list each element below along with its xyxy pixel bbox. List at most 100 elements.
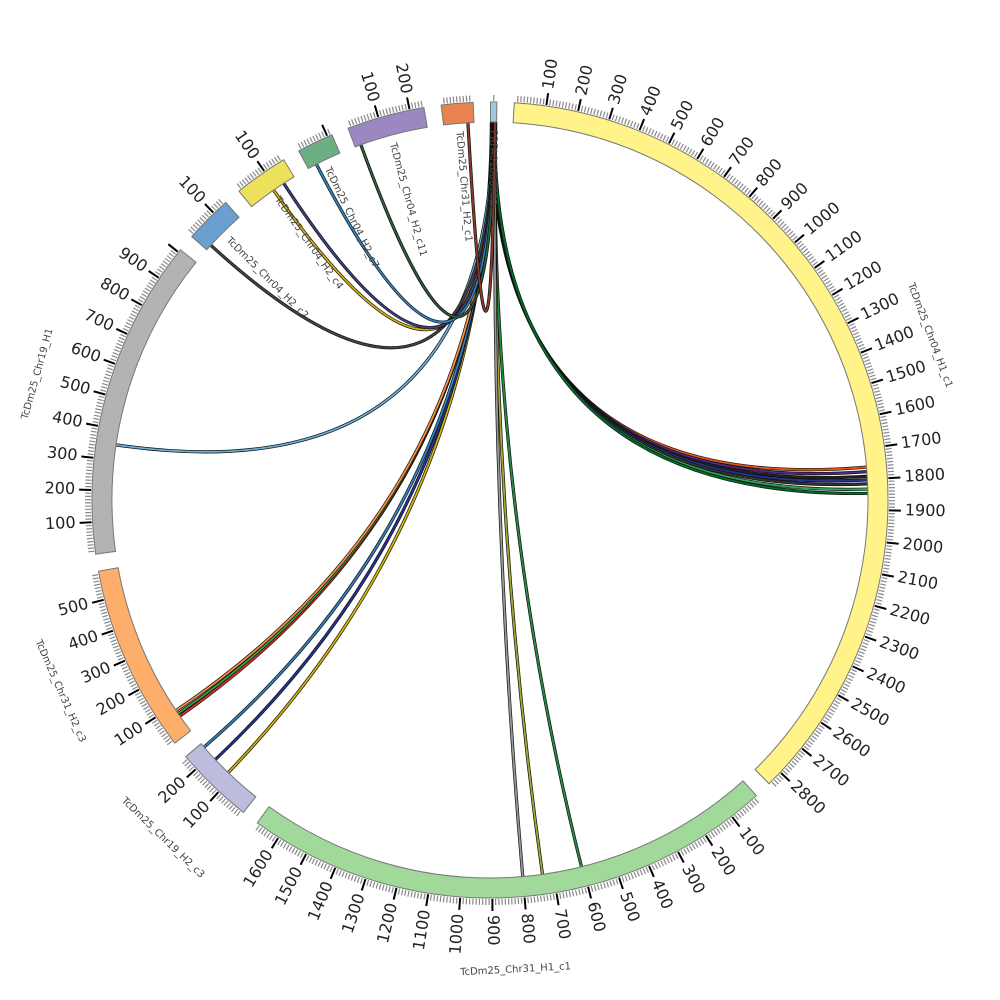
minor-tick — [886, 457, 893, 460]
minor-tick — [596, 884, 600, 891]
minor-tick — [718, 826, 724, 832]
minor-tick — [359, 877, 363, 884]
minor-tick — [385, 108, 389, 115]
minor-tick — [779, 221, 785, 227]
link-chord[interactable] — [493, 122, 583, 867]
minor-tick — [788, 230, 794, 236]
tick-label: 300 — [604, 72, 631, 107]
link-chord[interactable] — [493, 122, 524, 877]
minor-tick — [93, 583, 101, 586]
minor-tick — [660, 860, 664, 867]
minor-tick — [103, 617, 110, 621]
tick-label: 500 — [58, 372, 92, 398]
major-tick — [860, 347, 873, 354]
minor-tick — [146, 711, 153, 716]
minor-tick — [683, 848, 688, 855]
major-tick — [886, 541, 899, 545]
segment-tcdm25-chr04-h1-c1[interactable] — [512, 102, 889, 785]
link-chord[interactable] — [492, 122, 868, 486]
minor-tick — [881, 576, 888, 580]
minor-tick — [857, 653, 864, 658]
minor-tick — [561, 101, 565, 108]
minor-tick — [357, 116, 361, 124]
links-layer — [115, 121, 868, 877]
minor-tick — [90, 430, 97, 433]
tick-label: 300 — [78, 658, 114, 688]
minor-tick — [197, 775, 203, 781]
minor-tick — [103, 376, 110, 380]
segment-tcdm25-chr31-h2-c1[interactable] — [440, 101, 475, 126]
minor-tick — [93, 414, 100, 417]
minor-tick — [410, 891, 413, 898]
link-chord[interactable] — [115, 122, 495, 453]
major-tick — [256, 160, 266, 172]
minor-tick — [844, 314, 851, 319]
minor-tick — [291, 847, 296, 854]
minor-tick — [314, 859, 319, 866]
minor-tick — [861, 352, 868, 357]
minor-tick — [882, 425, 889, 428]
minor-tick — [382, 109, 385, 116]
segment-tcdm25-chr04-h2-c4[interactable] — [238, 158, 295, 208]
minor-tick — [388, 886, 391, 893]
minor-tick — [738, 183, 744, 189]
major-tick — [360, 878, 367, 891]
minor-tick — [347, 873, 351, 880]
minor-tick — [817, 727, 823, 732]
minor-tick — [877, 592, 884, 596]
segment-tcdm25-chr31-h2-c3[interactable] — [97, 567, 192, 744]
tick-label: 700 — [725, 133, 758, 169]
link-chord[interactable] — [466, 122, 496, 312]
segment-tcdm25-chr04-h2-c7[interactable] — [298, 134, 341, 170]
minor-tick — [101, 386, 108, 389]
minor-tick — [805, 743, 812, 748]
minor-tick — [204, 782, 210, 788]
link-chord[interactable] — [360, 122, 496, 318]
minor-tick — [633, 121, 637, 128]
minor-tick — [584, 887, 587, 894]
minor-tick — [166, 740, 173, 746]
segment-tcdm25-chr19-h1[interactable] — [91, 249, 197, 555]
minor-tick — [89, 440, 96, 443]
minor-tick — [226, 802, 231, 808]
major-tick — [101, 629, 114, 636]
minor-tick — [95, 589, 102, 593]
tick-label: 2700 — [809, 750, 853, 790]
tick-label: 400 — [51, 407, 85, 431]
minor-tick — [211, 789, 217, 795]
tick-label: 2800 — [787, 776, 830, 818]
minor-tick — [168, 252, 175, 258]
minor-tick — [800, 245, 807, 251]
segment-tcdm25-chr31-h1-c1[interactable] — [256, 780, 758, 899]
minor-tick — [869, 374, 876, 378]
minor-tick — [91, 427, 98, 430]
minor-tick — [682, 145, 687, 152]
tick-label: 300 — [678, 861, 709, 897]
tick-label: 1200 — [841, 257, 886, 294]
minor-tick — [155, 724, 162, 730]
minor-tick — [884, 561, 891, 564]
segment-tcdm25-chr04-h2-c2[interactable] — [190, 201, 240, 251]
minor-tick — [781, 223, 787, 229]
minor-tick — [92, 577, 99, 580]
minor-tick — [875, 396, 882, 400]
minor-tick — [223, 800, 229, 806]
minor-tick — [206, 785, 212, 791]
segment-tcdm25-chr04-h2-c11[interactable] — [347, 106, 428, 148]
minor-tick — [143, 705, 149, 711]
minor-tick — [87, 453, 94, 456]
segment-tcdm25-chr19-h2-c3[interactable] — [185, 742, 257, 814]
minor-tick — [327, 128, 331, 135]
minor-tick — [379, 110, 382, 117]
minor-tick — [98, 395, 105, 399]
minor-tick — [599, 110, 603, 117]
minor-tick — [886, 538, 894, 541]
segment-prfa01000702[interactable] — [489, 101, 498, 123]
major-tick — [618, 877, 624, 890]
minor-tick — [363, 114, 367, 121]
link-chord[interactable] — [493, 122, 868, 491]
minor-tick — [96, 596, 104, 599]
minor-tick — [96, 592, 103, 596]
link-chord[interactable] — [493, 122, 868, 495]
minor-tick — [736, 812, 742, 819]
